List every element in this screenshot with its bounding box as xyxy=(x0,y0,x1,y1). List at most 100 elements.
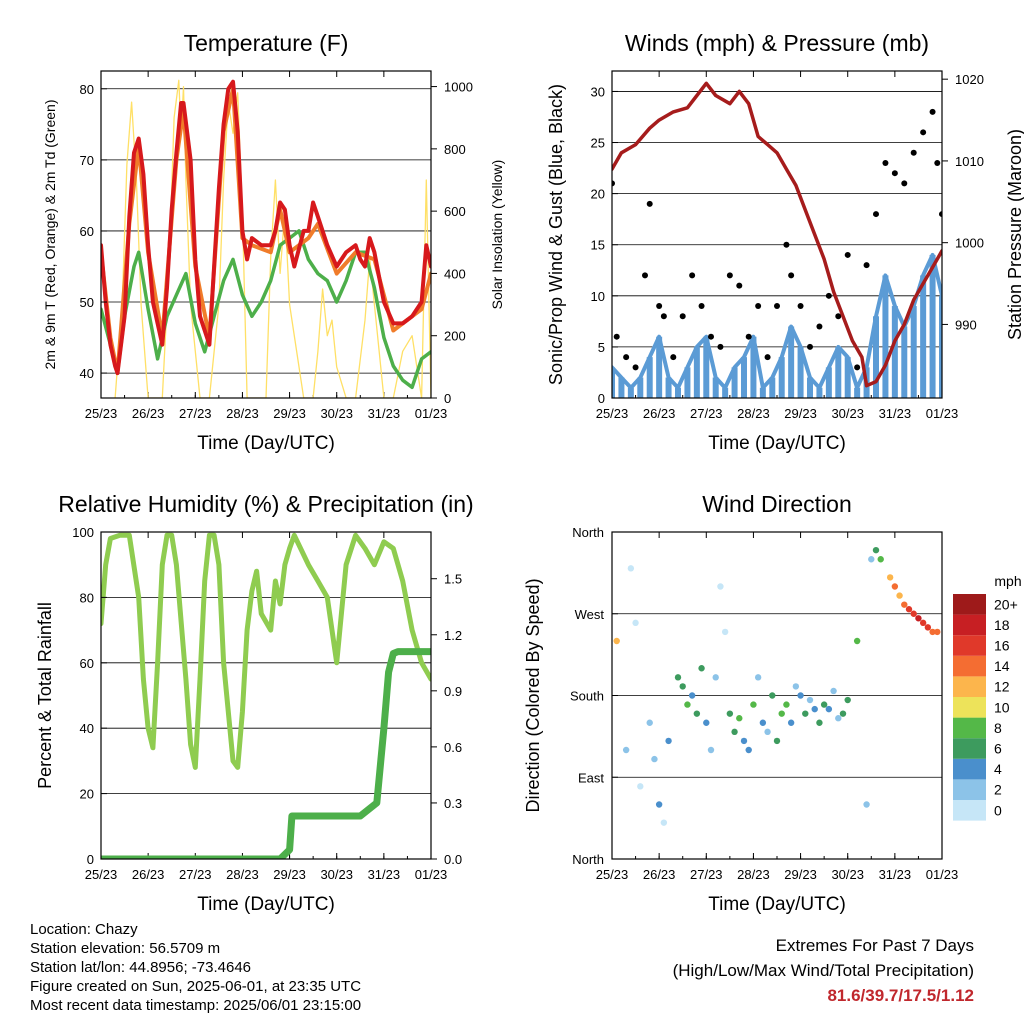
direction-point xyxy=(736,715,743,722)
direction-point xyxy=(637,783,644,790)
temperature-y2tick-label: 0 xyxy=(444,391,451,406)
direction-point xyxy=(646,719,653,726)
direction-xtick-label: 29/23 xyxy=(784,867,817,882)
direction-point xyxy=(872,546,880,554)
wind-point xyxy=(873,316,879,398)
direction-point xyxy=(613,637,620,645)
colorbar-label: 6 xyxy=(994,741,1002,757)
direction-plot-area xyxy=(612,532,942,859)
wind-point xyxy=(684,367,691,398)
direction-point xyxy=(655,801,663,808)
wind-point xyxy=(759,387,766,398)
wind-point xyxy=(854,387,861,398)
direction-point xyxy=(830,687,837,695)
direction-point xyxy=(896,592,903,599)
wind-point xyxy=(618,377,625,398)
gust-point xyxy=(612,180,615,187)
direction-point xyxy=(919,619,927,627)
gust-point xyxy=(920,129,927,136)
direction-point xyxy=(717,583,724,590)
humidity-xtick-label: 27/23 xyxy=(179,867,212,882)
temperature-ytick-label: 80 xyxy=(80,82,94,97)
humidity-xtick-label: 29/23 xyxy=(273,867,306,882)
direction-point xyxy=(787,719,795,726)
winds-y2tick-label: 1000 xyxy=(955,236,984,251)
winds-xtick-label: 28/23 xyxy=(737,406,770,421)
humidity-xtick-label: 26/23 xyxy=(132,867,165,882)
winds-plot-area xyxy=(612,81,942,398)
figure-created: Figure created on Sun, 2025-06-01, at 23… xyxy=(30,978,362,995)
humidity-xtick-label: 28/23 xyxy=(226,867,259,882)
direction-xtick-label: 26/23 xyxy=(643,867,676,882)
humidity-ytick-label: 100 xyxy=(72,525,94,540)
direction-point xyxy=(627,565,635,572)
latest-timestamp: Most recent data timestamp: 2025/06/01 2… xyxy=(30,997,362,1014)
winds-ytick-label: 30 xyxy=(591,84,605,99)
gust-point xyxy=(698,303,705,310)
gust-point xyxy=(882,159,889,166)
humidity-frame xyxy=(100,531,432,860)
winds-ytick-label: 0 xyxy=(598,391,605,406)
humidity-y2tick-label: 1.2 xyxy=(444,628,462,643)
colorbar-label: 8 xyxy=(994,720,1002,736)
direction-xtick-label: 30/23 xyxy=(831,867,864,882)
direction-point xyxy=(665,737,672,745)
direction-point xyxy=(693,710,701,717)
wind-point xyxy=(665,377,672,398)
colorbar-swatch xyxy=(953,779,986,800)
wind-point xyxy=(891,306,898,398)
direction-point xyxy=(901,601,908,608)
station-location: Location: Chazy xyxy=(30,921,138,938)
winds-ytick-label: 5 xyxy=(598,340,605,355)
temperature-y2label: Solar Insolation (Yellow) xyxy=(489,160,505,310)
rh-line xyxy=(101,532,431,770)
wind-point xyxy=(844,357,851,398)
gust-point xyxy=(656,303,663,310)
direction-point xyxy=(660,819,668,826)
temperature-plot-area xyxy=(101,79,431,398)
gust-point xyxy=(646,200,653,207)
wind-point xyxy=(712,377,719,398)
temperature-ytick-label: 70 xyxy=(80,153,94,168)
temperature-title: Temperature (F) xyxy=(184,30,349,56)
colorbar-swatch xyxy=(953,697,986,718)
direction-point xyxy=(802,710,809,717)
direction-point xyxy=(721,628,729,636)
winds-ytick-label: 10 xyxy=(591,289,605,304)
temperature-xtick-label: 30/23 xyxy=(320,406,353,421)
wind-point xyxy=(910,306,917,398)
temperature-xtick-label: 25/23 xyxy=(85,406,118,421)
temp-2m-line xyxy=(101,79,431,376)
winds-ylabel: Sonic/Prop Wind & Gust (Blue, Black) xyxy=(546,84,566,385)
colorbar-title: mph xyxy=(994,573,1021,589)
wind-point xyxy=(750,336,757,398)
direction-point xyxy=(835,715,842,722)
humidity-y2tick-label: 0.6 xyxy=(444,740,462,755)
extremes-subheading: (High/Low/Max Wind/Total Precipitation) xyxy=(672,961,974,980)
wind-point xyxy=(722,387,729,398)
gust-point xyxy=(660,313,667,320)
gust-point xyxy=(929,108,936,115)
direction-point xyxy=(698,665,705,672)
humidity-xtick-label: 25/23 xyxy=(85,867,118,882)
direction-xtick-label: 25/23 xyxy=(596,867,629,882)
humidity-y2tick-label: 0.3 xyxy=(444,796,462,811)
wind-point xyxy=(816,387,823,398)
humidity-xtick-label: 01/23 xyxy=(415,867,448,882)
direction-ylabel: Direction (Colored By Speed) xyxy=(523,578,543,812)
direction-ytick-label: North xyxy=(572,525,604,540)
direction-point xyxy=(806,696,814,704)
gust-point xyxy=(807,343,813,350)
temperature-ytick-label: 60 xyxy=(80,224,94,239)
direction-point xyxy=(731,728,738,736)
temperature-y2tick-label: 600 xyxy=(444,204,466,219)
gust-point xyxy=(844,251,851,258)
gust-point xyxy=(623,354,630,361)
direction-point xyxy=(712,674,719,681)
gust-point xyxy=(642,272,648,279)
temperature-chart: Temperature (F) 25/23 26/23 27/23 28/23 29/23… xyxy=(42,30,505,454)
extremes-block: Extremes For Past 7 Days (High/Low/Max W… xyxy=(673,933,974,1008)
colorbar-swatch xyxy=(953,594,986,615)
wind-point xyxy=(788,326,795,398)
direction-xtick-label: 31/23 xyxy=(879,867,912,882)
